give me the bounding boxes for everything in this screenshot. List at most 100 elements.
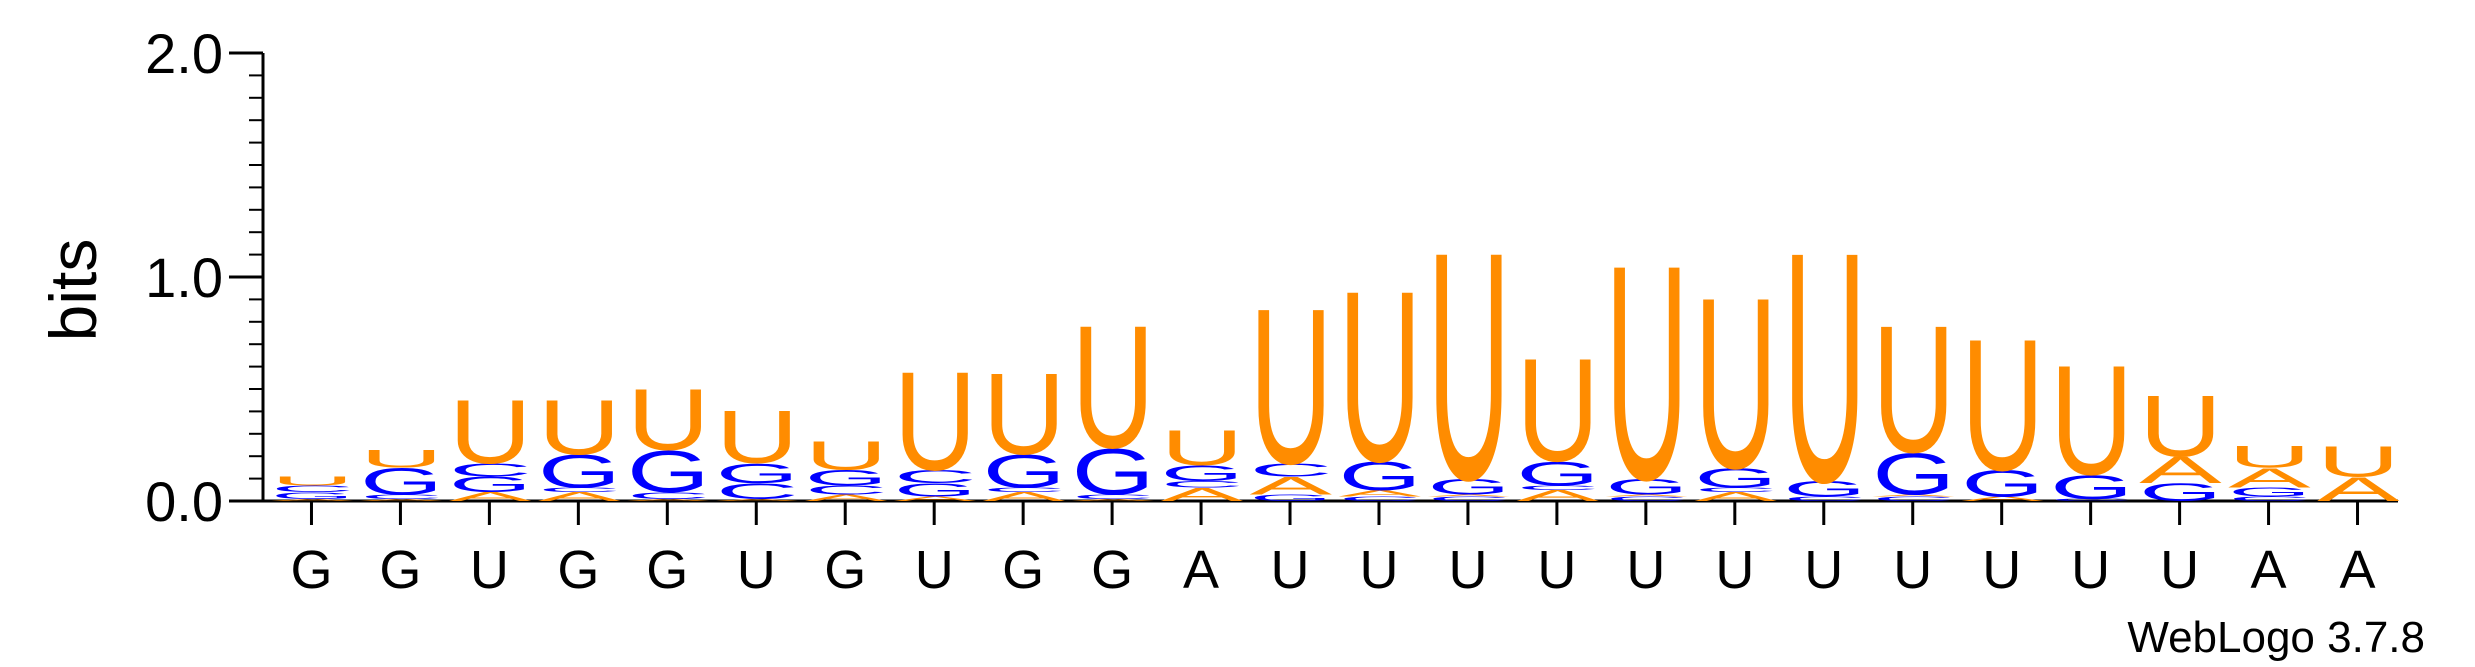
logo-letter-A: A — [1427, 494, 1510, 498]
logo-letter-G: G — [2228, 485, 2311, 499]
logo-letter-G: G — [449, 472, 532, 496]
y-tick-label: 2.0 — [145, 22, 223, 85]
logo-letter-U: U — [894, 344, 977, 501]
logo-letter-A: A — [1516, 487, 1599, 505]
logo-letter-A: A — [983, 490, 1066, 504]
y-tick-label: 0.0 — [145, 470, 223, 533]
x-tick-label: A — [2251, 540, 2287, 600]
logo-letter-U: U — [449, 381, 532, 483]
logo-letter-A: A — [1605, 494, 1688, 498]
x-tick-label: U — [1537, 540, 1576, 600]
logo-letter-A: A — [627, 498, 710, 502]
logo-letter-C: C — [2050, 498, 2133, 502]
x-tick-label: G — [379, 540, 421, 600]
logo-letter-U: U — [360, 445, 443, 473]
logo-letter-U: U — [627, 371, 710, 469]
logo-letter-A: A — [805, 493, 888, 503]
logo-column: GAU — [2139, 377, 2222, 506]
logo-letter-G: G — [1961, 463, 2044, 505]
logo-letter-U: U — [1250, 263, 1333, 510]
x-tick-label: A — [2340, 540, 2376, 600]
x-tick-label: U — [2071, 540, 2110, 600]
logo-letter-C: C — [2228, 495, 2311, 502]
logo-letter-U: U — [716, 395, 799, 479]
x-tick-label: G — [290, 540, 332, 600]
x-tick-label: U — [737, 540, 776, 600]
logo-letter-C: C — [538, 486, 621, 493]
logo-letter-U: U — [1783, 184, 1866, 551]
logo-letter-U: U — [2139, 377, 2222, 475]
logo-column: AU — [2317, 437, 2400, 509]
x-tick-label: G — [824, 540, 866, 600]
x-tick-label: U — [1626, 540, 1665, 600]
logo-letter-U: U — [2317, 437, 2400, 486]
logo-letter-G: G — [1694, 462, 1777, 494]
y-axis-label: bits — [36, 239, 110, 342]
logo-letter-C: C — [449, 459, 532, 480]
logo-letter-C: C — [1605, 495, 1688, 502]
logo-letter-G: G — [1250, 493, 1333, 504]
logo-letter-G: G — [360, 460, 443, 502]
x-tick-label: G — [1091, 540, 1133, 600]
logo-column: CGU — [2050, 334, 2133, 508]
logo-letter-U: U — [538, 383, 621, 471]
x-tick-label: U — [1715, 540, 1754, 600]
x-tick-label: A — [1183, 540, 1219, 600]
logo-letter-U: U — [1961, 300, 2044, 510]
y-tick-label: 1.0 — [145, 246, 223, 309]
x-tick-label: U — [1448, 540, 1487, 600]
logo-letter-G: G — [627, 439, 710, 505]
logo-letter-A: A — [538, 490, 621, 504]
x-tick-label: G — [557, 540, 599, 600]
logo-letter-U: U — [1339, 241, 1422, 514]
logo-letter-A: A — [1961, 495, 2044, 502]
logo-letter-U: U — [271, 474, 354, 488]
logo-letter-A: A — [894, 495, 977, 502]
logo-letter-G: G — [1161, 461, 1244, 485]
logo-letter-C: C — [1161, 479, 1244, 489]
logo-letter-U: U — [1427, 184, 1510, 548]
logo-letter-A: A — [360, 498, 443, 502]
logo-letter-G: G — [538, 445, 621, 497]
x-tick-label: U — [915, 540, 954, 600]
logo-letter-C: C — [1783, 495, 1866, 502]
logo-letter-U: U — [1694, 247, 1777, 520]
logo-letter-C: C — [1250, 459, 1333, 480]
logo-letter-G: G — [1872, 441, 1955, 507]
x-tick-label: G — [1002, 540, 1044, 600]
logo-letter-A: A — [2228, 462, 2311, 493]
x-tick-label: U — [1359, 540, 1398, 600]
logo-letter-A: A — [716, 498, 799, 502]
logo-column: CGU — [1783, 184, 1866, 551]
logo-letter-C: C — [1694, 486, 1777, 493]
logo-letter-C: C — [983, 486, 1066, 493]
logo-letter-A: A — [2139, 449, 2222, 491]
logo-letter-U: U — [2228, 439, 2311, 474]
logo-letter-G: G — [805, 466, 888, 490]
logo-letter-G: G — [2139, 479, 2222, 507]
logo-letter-U: U — [983, 351, 1066, 479]
logo-letter-G: G — [894, 480, 977, 501]
logo-letter-C: C — [716, 479, 799, 504]
x-tick-label: U — [1804, 540, 1843, 600]
logo-letter-A: A — [1694, 490, 1777, 504]
logo-letter-C: C — [1872, 495, 1955, 502]
logo-letter-U: U — [1161, 420, 1244, 476]
logo-letter-G: G — [2050, 467, 2133, 506]
logo-letter-A: A — [271, 498, 354, 502]
logo-letter-A: A — [1872, 494, 1955, 498]
logo-letter-U: U — [1872, 289, 1955, 491]
